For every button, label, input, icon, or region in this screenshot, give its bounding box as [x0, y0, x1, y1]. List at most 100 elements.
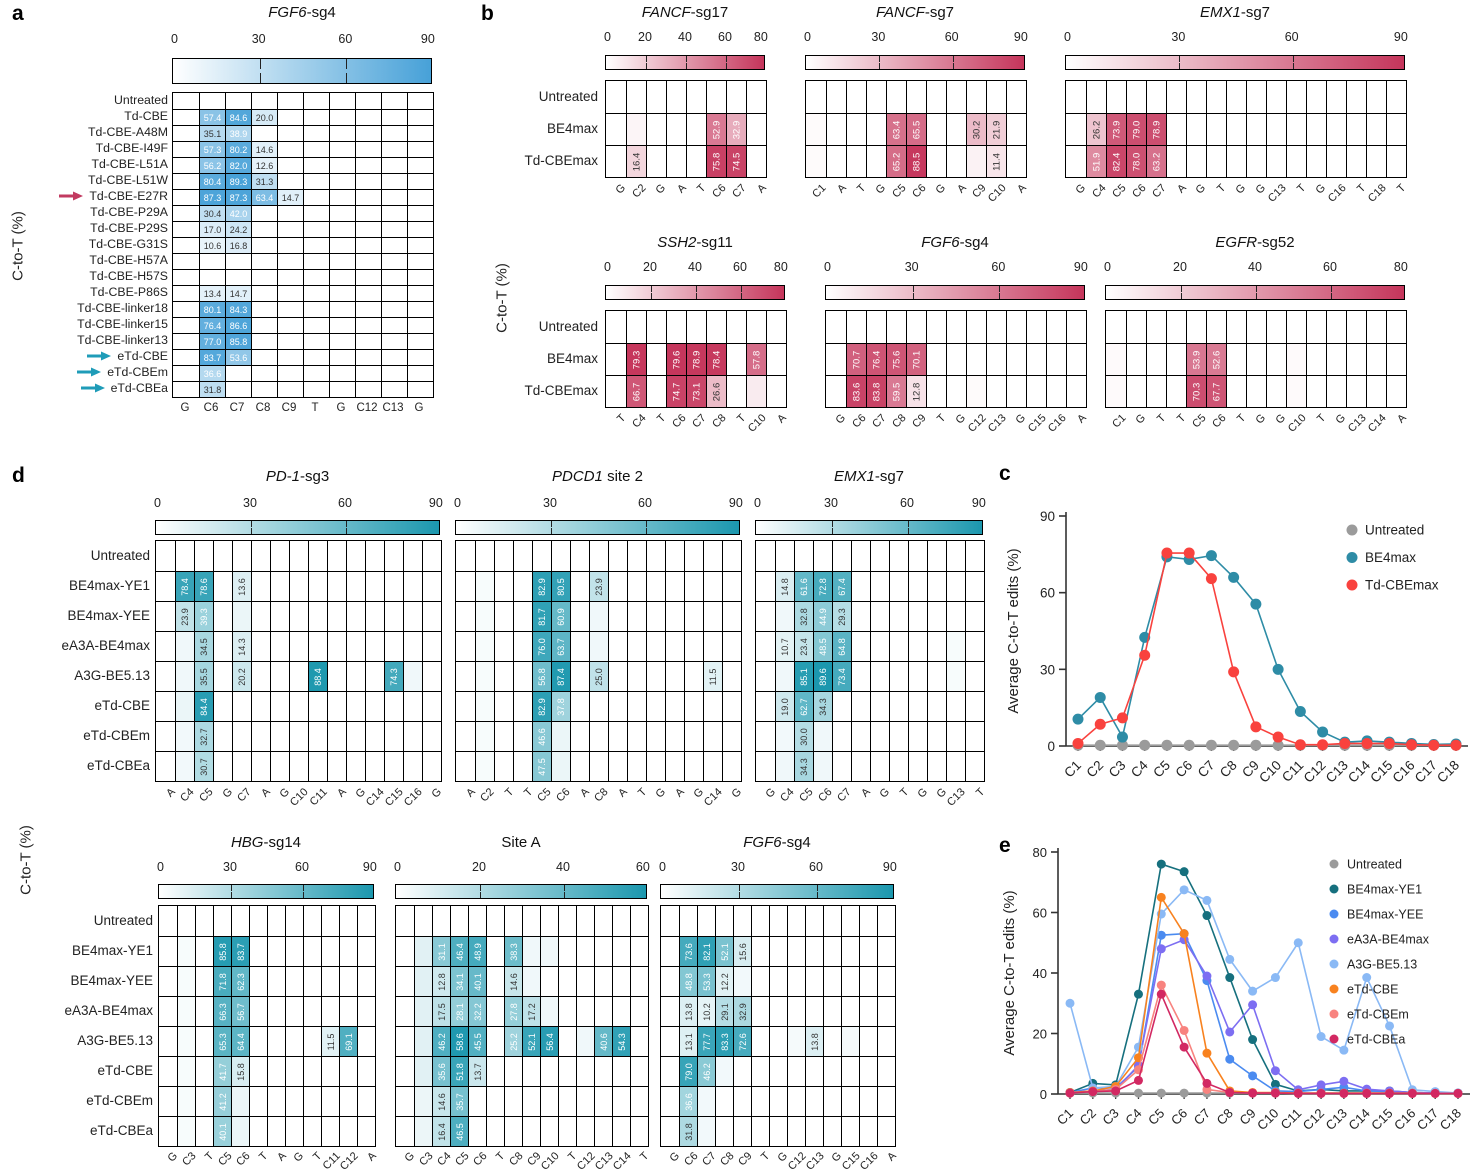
heatmap-cell: 29.3 [832, 601, 851, 631]
heatmap-cell: 84.3 [225, 301, 251, 317]
heatmap-cell [1066, 81, 1086, 113]
heatmap-cell [686, 145, 706, 177]
heatmap-cell [1346, 145, 1366, 177]
heatmap-cell [746, 81, 766, 113]
row-label-text: BE4max-YE1 [71, 942, 153, 958]
row-label: Td-CBE-linker18 [38, 300, 168, 316]
heatmap-cell [407, 205, 433, 221]
heatmap-cell [697, 906, 715, 936]
x-tick-label: C1 [1054, 1106, 1076, 1128]
heatmap-cell [381, 269, 407, 285]
heatmap-cell: 57.4 [199, 109, 225, 125]
heatmap-cell [177, 1086, 195, 1116]
heatmap-cell [494, 691, 513, 721]
heatmap-cell [1386, 145, 1406, 177]
heatmap-cell [303, 205, 329, 221]
heatmap-cell: 64.8 [832, 631, 851, 661]
heatmap-cell [303, 966, 321, 996]
heatmap-cell [177, 906, 195, 936]
heatmap-cell-value: 51.8 [454, 1062, 465, 1081]
heatmap-cell [927, 691, 946, 721]
heatmap-cell [285, 1056, 303, 1086]
heatmap-cell: 13.6 [232, 571, 251, 601]
heatmap-cell [475, 541, 494, 571]
heatmap-title-text: -sg7 [924, 4, 955, 21]
heatmap-cell [866, 145, 886, 177]
heatmap-cell [751, 936, 769, 966]
heatmap-cell-value: 30.2 [971, 120, 982, 139]
row-label: eA3A-BE4max [15, 995, 153, 1025]
column-label-text: C10 [538, 1150, 562, 1172]
heatmap-cell [1286, 343, 1306, 375]
heatmap-title: PDCD1 site 2 [455, 468, 740, 485]
heatmap-cell-value: 34.3 [818, 697, 828, 716]
heatmap-cell [877, 936, 895, 966]
heatmap-cell [1146, 311, 1166, 343]
row-label: Td-CBE-I49F [38, 140, 168, 156]
colorbar-tick-mark [696, 293, 697, 299]
heatmap-cell [195, 1116, 213, 1146]
heatmap-cell: 48.9 [468, 936, 486, 966]
heatmap-cell [422, 691, 441, 721]
heatmap-cell [251, 751, 270, 781]
heatmap-cell: 87.3 [199, 189, 225, 205]
heatmap-cell [1366, 145, 1386, 177]
heatmap-cell-value: 60.9 [556, 607, 566, 626]
heatmap-cell [289, 721, 308, 751]
heatmap-cell [612, 996, 630, 1026]
heatmap-cell-value: 78.9 [691, 350, 702, 369]
heatmap-cell: 40.6 [594, 1026, 612, 1056]
colorbar-tick-label: 90 [882, 860, 897, 874]
heatmap-cell [558, 966, 576, 996]
heatmap-cell [608, 571, 627, 601]
heatmap-cell: 26.2 [1086, 113, 1106, 145]
heatmap-cell-value: 76.4 [871, 350, 882, 369]
heatmap-cell: 63.4 [251, 189, 277, 205]
heatmap-cell [267, 1056, 285, 1086]
heatmap-cell [1286, 311, 1306, 343]
heatmap-cell [407, 141, 433, 157]
heatmap-cell: 78.0 [1126, 145, 1146, 177]
heatmap-cell [156, 751, 175, 781]
heatmap-cell [927, 721, 946, 751]
heatmap-cell-value: 13.8 [683, 1002, 694, 1021]
heatmap-cell [414, 1086, 432, 1116]
heatmap-cell [225, 381, 251, 397]
heatmap-cell [886, 311, 906, 343]
heatmap-cell [1046, 375, 1066, 407]
heatmap-title-text: EMX1 [1199, 4, 1241, 21]
heatmap-cell [251, 691, 270, 721]
heatmap-cell [1306, 375, 1326, 407]
heatmap-cell [751, 966, 769, 996]
heatmap-cell: 74.7 [666, 375, 686, 407]
heatmap-cell [826, 113, 846, 145]
colorbar-tick-mark [259, 73, 261, 83]
heatmap-cell [594, 906, 612, 936]
heatmap-grid: 78.4 78.6 13.6 23.9 39.3 34.5 14.3 35.5 20.2 88.4… [155, 540, 442, 782]
heatmap-cell [407, 317, 433, 333]
heatmap-cell [965, 661, 984, 691]
heatmap-cell: 65.3 [213, 1026, 231, 1056]
heatmap-cell-value: 81.7 [537, 607, 547, 626]
heatmap-cell [468, 1086, 486, 1116]
heatmap-cell [627, 661, 646, 691]
heatmap-cell-value: 14.7 [229, 288, 248, 299]
column-label-text: C8 [592, 786, 611, 805]
colorbar [455, 520, 740, 535]
colorbar-tick-mark [231, 892, 232, 898]
heatmap-title: FGF6-sg4 [172, 4, 432, 21]
colorbar-tick-label: 20 [472, 860, 486, 874]
heatmap-cell [769, 966, 787, 996]
heatmap-cell-value: 14.8 [780, 577, 790, 596]
column-label-text: G [1253, 412, 1269, 427]
heatmap-cell: 23.9 [589, 571, 608, 601]
row-label-text: BE4max-YE1 [68, 577, 150, 593]
heatmap-cell: 80.2 [225, 141, 251, 157]
heatmap-cell [841, 1056, 859, 1086]
heatmap-cell [769, 1056, 787, 1086]
heatmap-cell: 51.9 [1086, 145, 1106, 177]
row-label-text: BE4max [546, 120, 598, 136]
heatmap-cell [407, 333, 433, 349]
heatmap-cell [249, 906, 267, 936]
heatmap-cell [870, 541, 889, 571]
